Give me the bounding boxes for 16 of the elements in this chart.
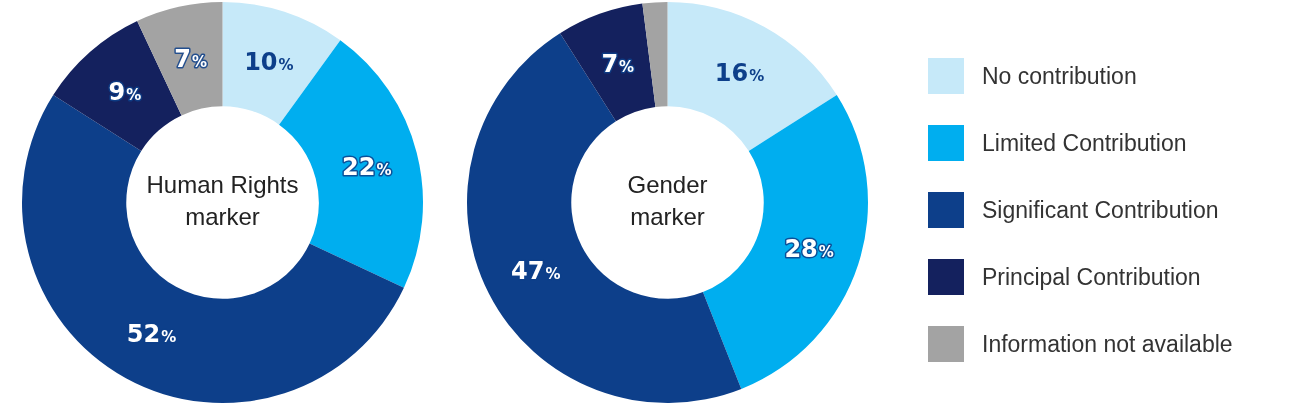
text: Human Rights marker (146, 171, 299, 231)
legend-label: No contribution (982, 62, 1137, 90)
data-label: 9% (108, 78, 142, 107)
data-label: 47% (511, 256, 561, 285)
data-label: 7% (174, 44, 207, 73)
data-label: 28% (784, 235, 834, 264)
data-label: 7% (601, 49, 635, 78)
data-label: 16% (714, 59, 765, 88)
data-label: 10% (244, 48, 294, 77)
legend-label: Principal Contribution (982, 263, 1201, 291)
data-label: 52% (126, 319, 177, 348)
legend-label: Limited Contribution (982, 129, 1187, 157)
legend-label: Information not available (982, 330, 1233, 358)
data-label: 22% (341, 152, 392, 181)
text: Gender marker (627, 171, 708, 231)
legend-label: Significant Contribution (982, 196, 1219, 224)
